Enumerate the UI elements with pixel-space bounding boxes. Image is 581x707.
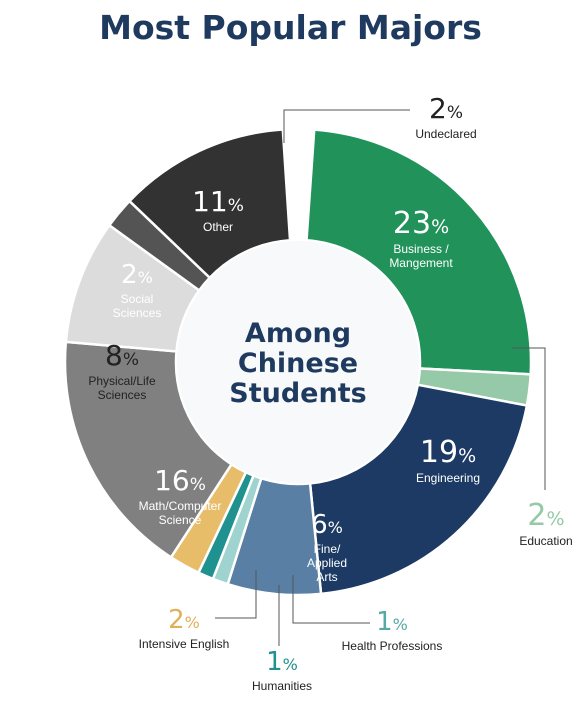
- label-engineering: Engineering: [416, 471, 480, 485]
- pct-intensive-english: 2%: [168, 605, 200, 635]
- label-health-professions: Health Professions: [342, 639, 443, 653]
- label-other: Other: [203, 220, 233, 234]
- slice-business-mangement: [305, 128, 533, 376]
- pct-physical-life-sciences: 8%: [105, 339, 139, 372]
- pct-health-professions: 1%: [376, 607, 408, 637]
- chart-title: Most Popular Majors: [99, 8, 482, 47]
- pct-undeclared: 2%: [429, 92, 463, 125]
- label-intensive-english: Intensive English: [139, 637, 230, 651]
- label-physical-life-sciences: Physical/Life Sciences: [88, 374, 156, 402]
- pct-business-mangement: 23%: [393, 206, 449, 241]
- label-undeclared: Undeclared: [415, 127, 476, 141]
- pct-social-sciences: 2%: [121, 260, 153, 290]
- label-education: Education: [519, 534, 572, 548]
- slice-other: [127, 128, 292, 280]
- center-label-line: Students: [229, 378, 366, 409]
- pct-education: 2%: [527, 498, 564, 533]
- pct-humanities: 1%: [266, 647, 298, 677]
- slice-undeclared: [282, 128, 315, 241]
- pct-other: 11%: [192, 185, 244, 218]
- leader-undeclared: [283, 109, 410, 143]
- slice-math-computer-science: [63, 340, 234, 560]
- pct-fine-applied-arts: 6%: [311, 510, 343, 540]
- label-business-mangement: Business / Mangement: [389, 242, 453, 270]
- pct-engineering: 19%: [420, 435, 476, 470]
- label-humanities: Humanities: [252, 679, 312, 693]
- donut-center: [177, 241, 419, 483]
- leader-health-professions: [292, 575, 370, 624]
- center-label-line: Among: [245, 318, 351, 349]
- label-math-computer-science: Math/Computer Science: [139, 499, 222, 527]
- center-label-line: Chinese: [238, 348, 358, 379]
- label-social-sciences: Social Sciences: [113, 292, 162, 320]
- label-fine-applied-arts: Fine/Applied Arts: [307, 542, 347, 584]
- slice-engineering: [308, 383, 529, 596]
- leader-education: [512, 347, 546, 490]
- pct-math-computer-science: 16%: [154, 464, 206, 497]
- leader-intensive-english: [215, 570, 257, 619]
